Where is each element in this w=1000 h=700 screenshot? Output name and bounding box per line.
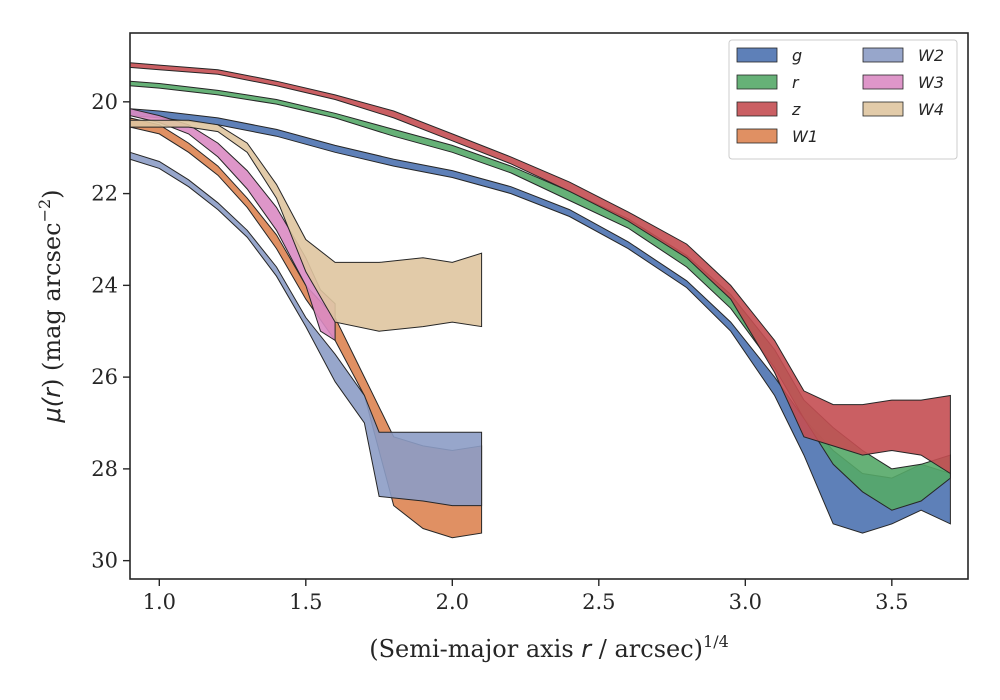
legend-swatch-w2 bbox=[862, 47, 904, 63]
plot-frame bbox=[129, 32, 969, 580]
y-axis-label: μ(r) (mag arcsec−2) bbox=[35, 189, 66, 423]
x-tick-label: 2.0 bbox=[436, 590, 469, 614]
band-w2 bbox=[129, 151, 483, 507]
legend-label-g: g bbox=[792, 46, 802, 65]
plot-area bbox=[129, 62, 951, 539]
legend-label-w1: W1 bbox=[792, 127, 818, 146]
legend-label-r: r bbox=[792, 73, 800, 92]
legend-swatch-w4 bbox=[862, 101, 904, 117]
legend-swatch-r bbox=[736, 74, 778, 90]
x-tick-label: 3.5 bbox=[875, 590, 908, 614]
legend-label-z: z bbox=[791, 100, 801, 119]
band-r bbox=[129, 80, 951, 511]
x-tick-label: 1.5 bbox=[289, 590, 322, 614]
legend-swatch-w3 bbox=[862, 74, 904, 90]
legend-swatch-w1 bbox=[736, 128, 778, 144]
band-w4 bbox=[129, 119, 483, 332]
y-tick-label: 26 bbox=[91, 365, 118, 389]
legend-label-w2: W2 bbox=[918, 46, 944, 65]
x-tick-label: 1.0 bbox=[143, 590, 176, 614]
x-axis: 1.0 1.5 2.0 2.5 3.0 3.5 bbox=[143, 579, 909, 614]
legend-label-w4: W4 bbox=[918, 100, 944, 119]
legend-label-w3: W3 bbox=[918, 73, 944, 92]
legend-box bbox=[728, 39, 958, 160]
legend-swatch-z bbox=[736, 101, 778, 117]
y-tick-label: 20 bbox=[91, 90, 118, 114]
y-axis: 20 22 24 26 28 30 bbox=[91, 90, 130, 573]
x-axis-label: (Semi-major axis r / arcsec)1/4 bbox=[369, 632, 729, 663]
legend-swatch-g bbox=[736, 47, 778, 63]
legend: grz W1 W2 W3 W4 bbox=[728, 39, 958, 160]
y-tick-label: 24 bbox=[91, 273, 118, 297]
y-tick-label: 28 bbox=[91, 457, 118, 481]
band-w3 bbox=[129, 108, 336, 342]
y-tick-label: 30 bbox=[91, 549, 118, 573]
y-tick-label: 22 bbox=[91, 182, 118, 206]
x-tick-label: 2.5 bbox=[582, 590, 615, 614]
band-z bbox=[129, 62, 951, 475]
x-tick-label: 3.0 bbox=[729, 590, 762, 614]
